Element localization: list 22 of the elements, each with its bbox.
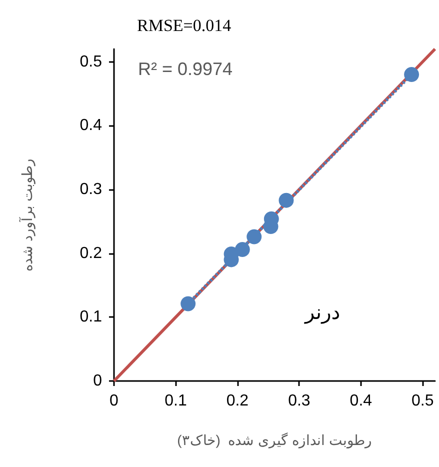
x-tick-label: 0	[110, 392, 119, 410]
point	[180, 296, 196, 312]
y-axis-title: رطوبت برآورد شده	[18, 158, 36, 272]
y-tick-label: 0	[93, 372, 102, 390]
y-tick-label: 0.5	[80, 53, 102, 70]
x-tick-label: 0.3	[288, 392, 310, 410]
y-tick-label: 0.1	[80, 308, 102, 326]
point	[404, 67, 420, 82]
point	[278, 192, 294, 208]
annotation: درنر	[304, 300, 340, 324]
x-tick-label: 0.1	[164, 392, 187, 410]
x-axis-title: رطوبت اندازه گیری شده (خاک۳)	[177, 432, 372, 449]
point	[246, 229, 262, 244]
y-tick-label: 0.3	[80, 180, 102, 198]
x-tick-label: 0.5	[412, 392, 434, 410]
y-tick-label: 0.2	[80, 244, 102, 262]
chart-title: RMSE=0.014	[137, 16, 232, 35]
y-tick-label: 0.4	[80, 117, 102, 134]
point	[234, 242, 250, 257]
x-tick-label: 0.2	[226, 392, 249, 410]
x-tick-label: 0.4	[350, 392, 372, 410]
annotation: R² = 0.9974	[138, 59, 233, 79]
